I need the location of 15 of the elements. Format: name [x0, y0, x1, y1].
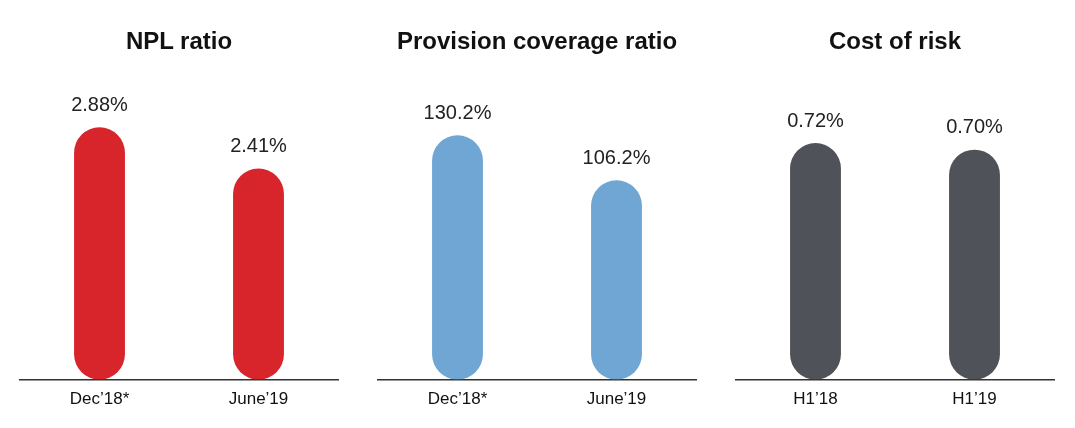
data-label: 2.41%	[230, 134, 288, 156]
x-tick-label: H1’18	[793, 389, 838, 409]
chart-title: NPL ratio	[125, 27, 233, 55]
data-label: 2.88%	[71, 92, 129, 115]
data-label: 106.2%	[582, 145, 651, 168]
x-tick-label: Dec’18*	[69, 389, 130, 409]
chart-title: Cost of risk	[828, 27, 962, 55]
x-tick-label: June’19	[228, 389, 289, 409]
data-label: 0.70%	[946, 115, 1004, 138]
x-tick-label: Dec’18*	[427, 389, 488, 409]
x-tick-label: H1’19	[952, 389, 997, 409]
data-label: 0.72%	[787, 108, 845, 131]
x-tick-label: June’19	[586, 389, 647, 409]
chart-title: Provision coverage ratio	[396, 27, 678, 55]
data-label: 130.2%	[423, 100, 492, 123]
